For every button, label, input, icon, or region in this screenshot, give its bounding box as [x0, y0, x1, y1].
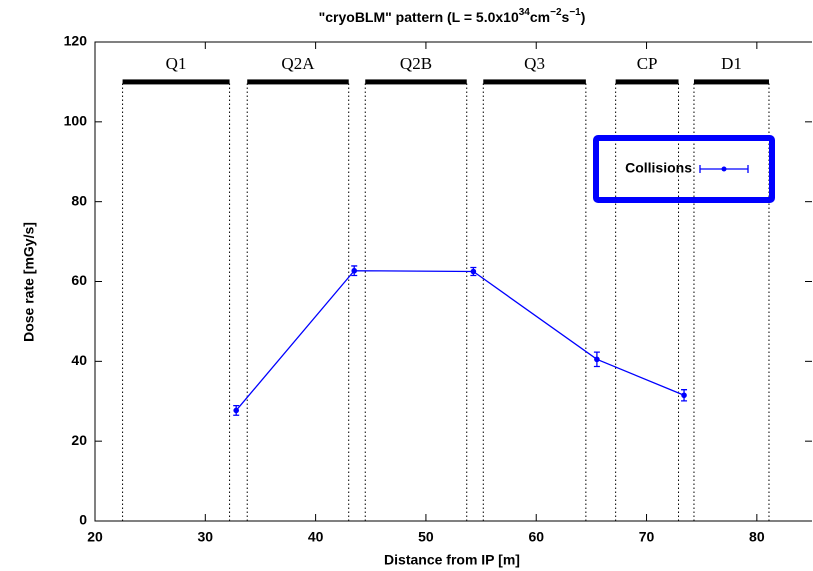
x-tick-label: 60 — [528, 529, 544, 545]
data-point — [233, 407, 239, 414]
y-tick-label: 80 — [71, 192, 87, 208]
magnet-bar — [365, 79, 467, 85]
title-part: cm — [530, 9, 550, 25]
x-tick-label: 20 — [87, 529, 103, 545]
data-point — [681, 392, 687, 399]
title-part: −2 — [550, 7, 562, 18]
x-axis-label: Distance from IP [m] — [384, 552, 520, 568]
chart-title: "cryoBLM" pattern (L = 5.0x1034cm−2s−1) — [319, 7, 586, 25]
title-part: ) — [581, 9, 586, 25]
data-point — [594, 356, 600, 363]
title-part: s — [562, 9, 570, 25]
magnet-bar — [693, 79, 769, 85]
y-tick-label: 0 — [79, 512, 87, 528]
magnet-bar — [247, 79, 349, 85]
region-label: CP — [637, 54, 658, 73]
y-axis-label: Dose rate [mGy/s] — [21, 222, 37, 342]
magnet-bar — [483, 79, 586, 85]
legend-box — [593, 135, 775, 203]
region-label: Q1 — [166, 54, 187, 73]
x-tick-label: 80 — [749, 529, 765, 545]
legend-label: Collisions — [625, 160, 692, 176]
x-tick-label: 70 — [639, 529, 655, 545]
region-label: D1 — [721, 54, 742, 73]
region-label: Q3 — [524, 54, 545, 73]
magnet-bar — [122, 79, 230, 85]
data-point — [470, 268, 477, 275]
x-tick-label: 30 — [198, 529, 214, 545]
y-tick-label: 40 — [71, 352, 87, 368]
title-part: 34 — [519, 7, 531, 18]
x-tick-label: 40 — [308, 529, 324, 545]
y-tick-label: 60 — [71, 272, 87, 288]
data-line — [235, 270, 685, 411]
y-tick-label: 20 — [71, 432, 87, 448]
x-tick-label: 50 — [418, 529, 434, 545]
region-label: Q2B — [400, 54, 432, 73]
title-part: "cryoBLM" pattern (L = 5.0x10 — [319, 9, 519, 25]
data-point — [351, 267, 358, 274]
plot-frame — [94, 41, 812, 522]
y-tick-label: 120 — [64, 33, 88, 49]
title-part: −1 — [569, 7, 581, 18]
legend-marker — [721, 166, 727, 172]
region-label: Q2A — [281, 54, 315, 73]
y-tick-label: 100 — [64, 113, 88, 129]
magnet-bar — [615, 79, 679, 85]
